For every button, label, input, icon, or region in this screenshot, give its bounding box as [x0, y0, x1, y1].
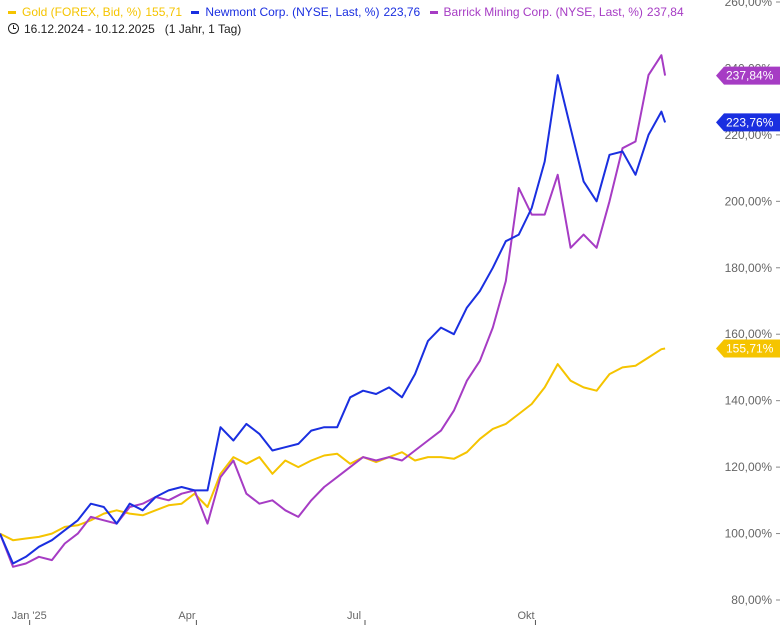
- x-tick-label: Jan '25: [12, 610, 47, 622]
- x-tick-label: Jul: [347, 610, 361, 622]
- x-tick-label: Apr: [178, 610, 195, 622]
- last-value-tag-label: 155,71%: [726, 342, 774, 356]
- last-value-tag-barrick: 237,84%: [716, 66, 780, 85]
- y-tick-label: 180,00%: [725, 261, 773, 275]
- y-tick-label: 160,00%: [725, 327, 773, 341]
- y-tick-label: 140,00%: [725, 394, 773, 408]
- legend-swatch-barrick: [429, 11, 438, 15]
- legend-label-newmont: Newmont Corp. (NYSE, Last, %): [205, 5, 380, 19]
- date-range: 16.12.2024 - 10.12.2025: [24, 22, 155, 36]
- y-tick-label: 120,00%: [725, 460, 773, 474]
- x-tick-label: Okt: [517, 610, 534, 622]
- y-axis: 80,00% 100,00% 120,00% 140,00% 160,00% 180,00…: [725, 0, 780, 607]
- series-line-newmont[interactable]: [0, 74, 667, 565]
- legend-value-newmont: 223,76: [383, 5, 421, 19]
- last-value-tag-shape: [716, 339, 780, 358]
- series-line-barrick[interactable]: [0, 54, 667, 568]
- last-value-tags: 155,71% 223,76% 237,84%: [716, 66, 780, 358]
- y-tick-label: 200,00%: [725, 194, 773, 208]
- y-tick-label: 260,00%: [725, 0, 773, 9]
- y-tick-label: 80,00%: [731, 593, 772, 607]
- legend-value-gold: 155,71: [145, 5, 183, 19]
- x-axis: Jan '25 Apr Jul Okt: [12, 610, 536, 625]
- legend-value-barrick: 237,84: [646, 5, 684, 19]
- last-value-tag-label: 237,84%: [726, 69, 774, 83]
- y-tick-label: 100,00%: [725, 527, 773, 541]
- legend-swatch-newmont: [191, 11, 200, 15]
- clock-icon: [8, 23, 19, 34]
- legend-label-gold: Gold (FOREX, Bid, %): [22, 5, 142, 19]
- date-range-row: 16.12.2024 - 10.12.2025 (1 Jahr, 1 Tag): [8, 22, 241, 36]
- legend-item-barrick[interactable]: Barrick Mining Corp. (NYSE, Last, %) 237,…: [429, 5, 684, 19]
- chart-legend: Gold (FOREX, Bid, %) 155,71 Newmont Corp.…: [8, 5, 690, 19]
- series-line-gold[interactable]: [0, 347, 666, 542]
- period-label: (1 Jahr, 1 Tag): [164, 22, 242, 36]
- series-layer: [0, 54, 667, 568]
- last-value-tag-shape: [716, 113, 780, 132]
- legend-item-newmont[interactable]: Newmont Corp. (NYSE, Last, %) 223,76: [191, 5, 420, 19]
- legend-item-gold[interactable]: Gold (FOREX, Bid, %) 155,71: [8, 5, 182, 19]
- last-value-tag-gold: 155,71%: [716, 339, 780, 358]
- legend-swatch-gold: [8, 11, 16, 15]
- last-value-tag-shape: [716, 66, 780, 85]
- last-value-tag-newmont: 223,76%: [716, 113, 780, 132]
- last-value-tag-label: 223,76%: [726, 115, 774, 129]
- legend-label-barrick: Barrick Mining Corp. (NYSE, Last, %): [443, 5, 643, 19]
